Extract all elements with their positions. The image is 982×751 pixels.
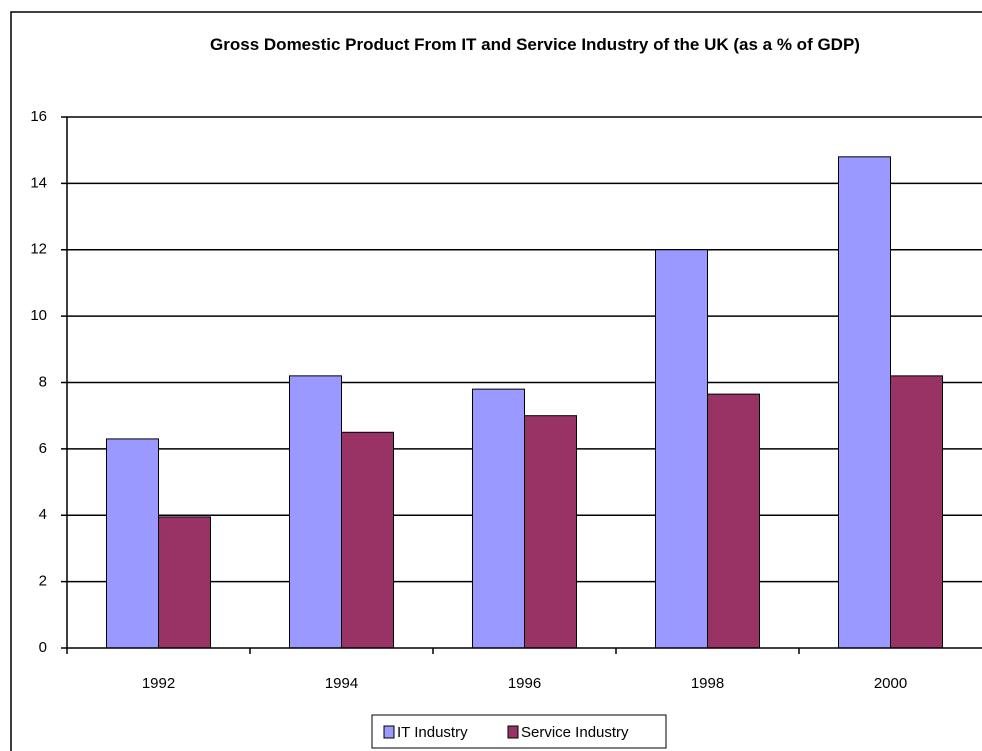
y-tick-label: 8 bbox=[39, 373, 47, 390]
bar bbox=[838, 156, 891, 649]
y-tick-label: 2 bbox=[39, 573, 47, 590]
y-tick-label: 12 bbox=[30, 241, 47, 258]
y-tick-label: 14 bbox=[30, 174, 47, 191]
legend-label: IT Industry bbox=[397, 724, 468, 741]
x-tick-label: 1992 bbox=[142, 675, 175, 692]
y-tick-label: 16 bbox=[30, 108, 47, 125]
chart-title: Gross Domestic Product From IT and Servi… bbox=[210, 35, 860, 54]
x-tick-label: 1994 bbox=[325, 675, 358, 692]
bar bbox=[341, 431, 394, 649]
y-tick-label: 4 bbox=[39, 506, 47, 523]
legend-label: Service Industry bbox=[521, 724, 629, 741]
legend-swatch bbox=[383, 725, 395, 739]
y-tick-label: 6 bbox=[39, 440, 47, 457]
chart-frame bbox=[10, 11, 982, 751]
x-tick-label: 1998 bbox=[691, 675, 724, 692]
bar bbox=[655, 249, 708, 649]
bar bbox=[289, 375, 342, 649]
bar bbox=[106, 438, 159, 649]
bar bbox=[707, 393, 760, 649]
y-tick-label: 10 bbox=[30, 307, 47, 324]
x-tick-label: 1996 bbox=[508, 675, 541, 692]
bar bbox=[472, 388, 525, 649]
legend-box bbox=[371, 714, 667, 749]
y-tick-label: 0 bbox=[39, 639, 47, 656]
bar bbox=[158, 516, 211, 649]
x-tick-label: 2000 bbox=[874, 675, 907, 692]
legend-swatch bbox=[507, 725, 519, 739]
bar bbox=[890, 375, 943, 649]
bar bbox=[524, 415, 577, 649]
